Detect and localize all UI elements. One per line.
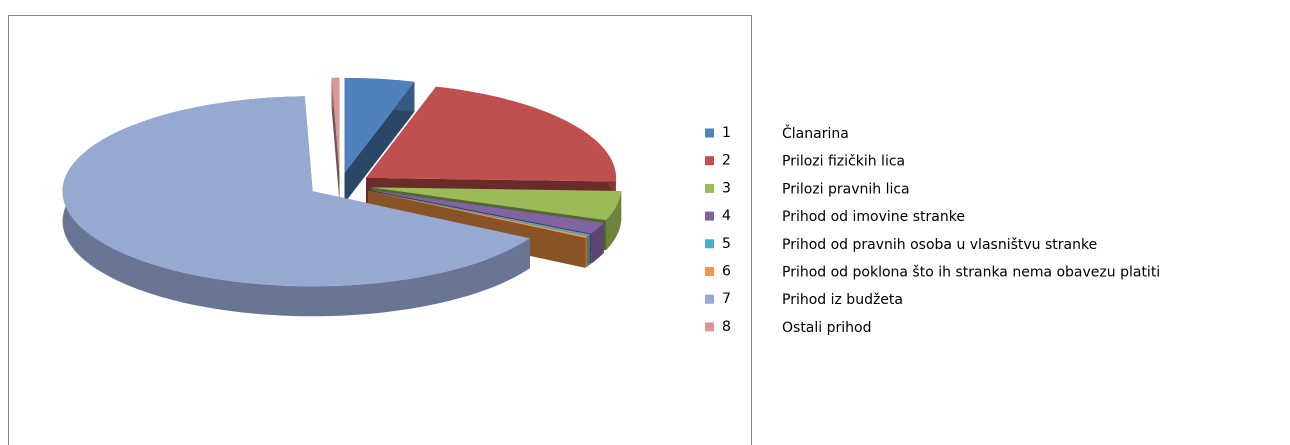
slice-tops: [62, 77, 622, 287]
legend-description: Prihod od poklona što ih stranka nema ob…: [782, 265, 1160, 281]
chart-frame: [8, 15, 752, 445]
slice: [368, 190, 591, 237]
legend-swatch: [705, 239, 714, 249]
legend-description: Prihod iz budžeta: [782, 292, 903, 308]
legend-label: 2: [722, 153, 731, 169]
legend-label: 3: [722, 180, 731, 196]
legend-label: 6: [722, 264, 731, 280]
legend-swatch: [705, 183, 714, 193]
legend-swatch: [705, 322, 714, 332]
legend-description: Prihod od imovine stranke: [782, 209, 965, 225]
legend-description: Ostali prihod: [782, 320, 871, 336]
slice-rim: [587, 234, 591, 267]
legend-description: Prilozi fizičkih lica: [782, 154, 905, 170]
legend-label: 7: [722, 291, 731, 307]
legend-swatch: [705, 211, 714, 221]
slice: [331, 77, 340, 173]
legend-label: 5: [722, 236, 731, 252]
slice: [62, 96, 530, 287]
slice-wall: [344, 81, 415, 203]
slice-rim: [585, 236, 588, 268]
slice: [344, 78, 415, 173]
legend-swatch: [705, 267, 714, 276]
legend-label: 4: [722, 208, 731, 224]
legend-description: Prilozi pravnih lica: [782, 181, 910, 197]
slice-wall: [331, 77, 340, 203]
legend-swatch: [705, 156, 714, 166]
slice: [371, 187, 622, 221]
slice: [368, 190, 588, 238]
legend-swatch: [705, 294, 714, 304]
legend-swatch: [705, 128, 714, 138]
legend-description: Prihod od pravnih osoba u vlasništvu str…: [782, 237, 1097, 253]
legend-label: 8: [722, 319, 731, 335]
slice: [369, 189, 604, 234]
legend-description: Članarina: [782, 124, 849, 142]
legend-label: 1: [722, 125, 731, 141]
slice: [366, 86, 616, 182]
slice-rim: [591, 222, 604, 264]
slice-rim: [606, 191, 622, 251]
